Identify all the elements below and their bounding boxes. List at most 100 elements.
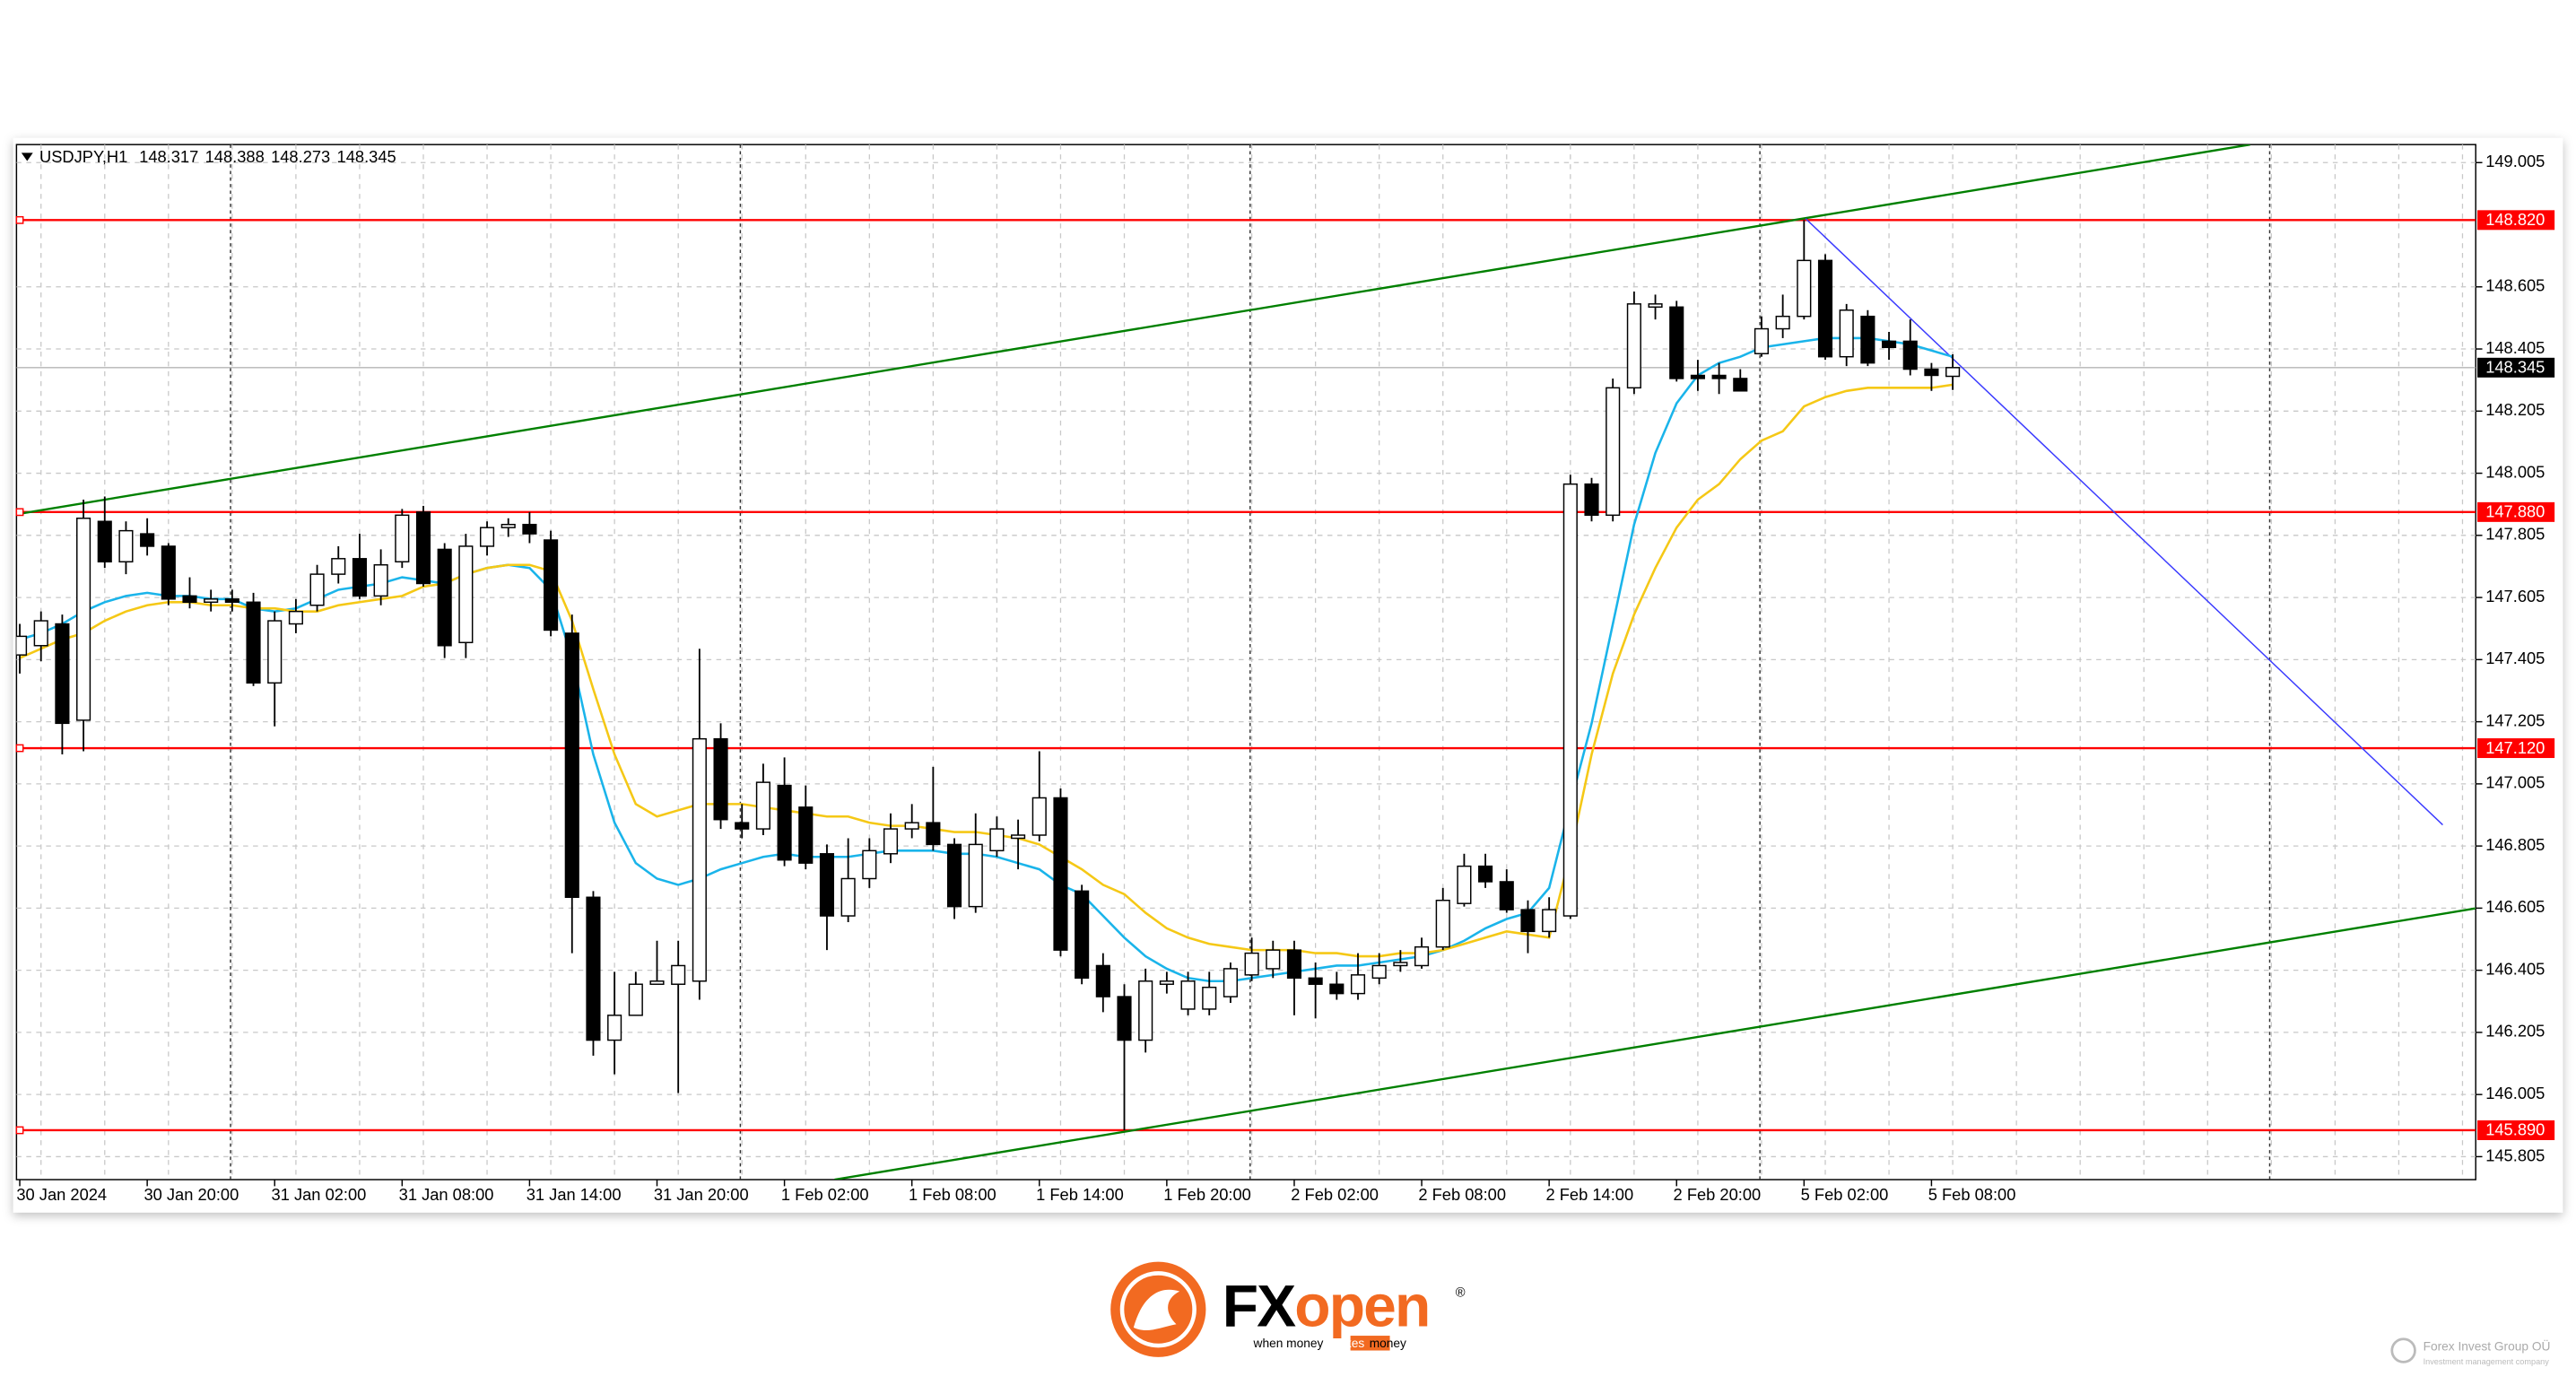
level-label: 145.890 [2485, 1120, 2545, 1139]
candle-body [777, 784, 792, 861]
brand: FXopen [1223, 1273, 1430, 1339]
plot-area [15, 144, 2476, 1180]
y-tick-label: 147.805 [2485, 525, 2545, 544]
level-label-box [2477, 501, 2555, 522]
level-label: 148.820 [2485, 210, 2545, 229]
x-tick-label: 31 Jan 14:00 [527, 1185, 622, 1204]
header-low: 148.273 [271, 147, 330, 166]
candle-body [1797, 259, 1812, 318]
candle-body [1817, 259, 1833, 358]
x-tick-label: 1 Feb 14:00 [1036, 1185, 1124, 1204]
candle-body [755, 781, 770, 830]
y-tick-label: 147.005 [2485, 773, 2545, 792]
y-tick-label: 148.405 [2485, 338, 2545, 357]
y-tick-label: 147.405 [2485, 649, 2545, 667]
y-tick-label: 146.805 [2485, 835, 2545, 854]
x-tick-label: 31 Jan 02:00 [272, 1185, 367, 1204]
y-tick-label: 146.205 [2485, 1022, 2545, 1041]
candle-body [1945, 367, 1961, 378]
candle-body [1435, 899, 1450, 948]
candle-body [1457, 865, 1472, 904]
candle-body [479, 527, 495, 547]
candle-body [1754, 327, 1770, 354]
trendline [1805, 218, 2443, 826]
candle-body [1159, 980, 1174, 985]
current-price-label: 148.345 [2485, 358, 2545, 377]
candle-body [1202, 986, 1217, 1010]
candle-body [1562, 483, 1578, 917]
moving-average [19, 336, 1954, 983]
candle-body [798, 806, 814, 864]
y-tick-label: 148.005 [2485, 462, 2545, 481]
candle-body [161, 545, 176, 600]
candle-body [1775, 315, 1790, 330]
candle-body [246, 601, 261, 684]
trendline [16, 144, 2250, 516]
candle-body [1924, 368, 1939, 377]
candle-body [1839, 309, 1854, 358]
candle-body [1350, 974, 1366, 995]
slogan-mid: makes [1328, 1337, 1365, 1350]
plot [16, 144, 2476, 1180]
level-label: 147.120 [2485, 738, 2545, 757]
y-tick-label: 147.605 [2485, 587, 2545, 605]
level-label-box [2477, 1120, 2555, 1140]
candle-body [55, 623, 70, 725]
candle-body [522, 523, 537, 535]
candle-body [1626, 303, 1641, 389]
candle-body [946, 843, 962, 908]
candle-body [1075, 890, 1090, 980]
slogan-start: when money [1253, 1337, 1324, 1350]
candle-body [544, 539, 559, 632]
x-tick-label: 2 Feb 08:00 [1418, 1185, 1506, 1204]
company-name: Forex Invest Group OÜ [2424, 1337, 2551, 1353]
candle-body [1711, 374, 1727, 379]
candle-body [735, 822, 750, 830]
x-tick-label: 31 Jan 08:00 [399, 1185, 494, 1204]
candle-body [564, 632, 579, 898]
header-close: 148.345 [337, 147, 396, 166]
level-anchor [15, 744, 24, 753]
menu-arrow[interactable] [21, 152, 33, 161]
candle-body [671, 964, 686, 985]
candle-body [713, 737, 728, 821]
footer: FXopen ® when money makes money Forex Inve… [1110, 1261, 2551, 1366]
candle-body [437, 548, 452, 647]
y-tick-label: 146.005 [2485, 1084, 2545, 1102]
x-tick-label: 2 Feb 14:00 [1545, 1185, 1633, 1204]
x-tick-label: 1 Feb 08:00 [909, 1185, 996, 1204]
registered-mark: ® [1456, 1285, 1466, 1300]
x-tick-label: 2 Feb 02:00 [1291, 1185, 1379, 1204]
candle-body [352, 558, 368, 597]
candle-body [968, 843, 983, 908]
candle-body [1011, 834, 1026, 840]
candle-body [1733, 378, 1748, 392]
candle-body [1669, 306, 1684, 379]
candle-body [395, 514, 410, 562]
candle-body [1244, 952, 1259, 976]
company-logo [2390, 1337, 2416, 1363]
y-tick-label: 148.605 [2485, 276, 2545, 295]
x-tick-label: 30 Jan 2024 [16, 1185, 107, 1204]
x-tick-label: 31 Jan 20:00 [654, 1185, 749, 1204]
x-tick-label: 1 Feb 20:00 [1163, 1185, 1251, 1204]
candle-body [33, 620, 48, 647]
candle-body [267, 620, 283, 684]
x-tick-label: 5 Feb 02:00 [1801, 1185, 1889, 1204]
candle-body [862, 849, 877, 880]
candle-body [415, 511, 431, 585]
candle-body [288, 610, 303, 625]
candle-body [118, 529, 134, 562]
candle-body [1860, 315, 1875, 364]
symbol: USDJPY,H1 [39, 147, 127, 166]
level-anchor [15, 1126, 24, 1135]
candle-body [840, 877, 856, 917]
axes: 149.005 148.605 148.405 148.205 148.005 147.8… [15, 152, 2555, 1204]
candle-body [1393, 962, 1408, 967]
candle-body [989, 828, 1005, 852]
slogan: when money makes money [1253, 1337, 1407, 1350]
candle-body [1478, 865, 1493, 883]
candle-body [586, 896, 601, 1041]
